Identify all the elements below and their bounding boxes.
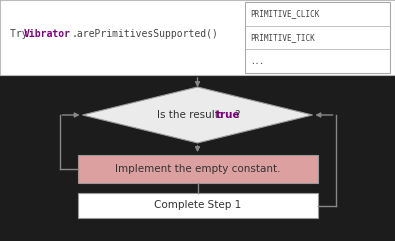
Text: true: true <box>216 110 241 120</box>
Text: PRIMITIVE_CLICK: PRIMITIVE_CLICK <box>250 9 320 18</box>
Text: Implement the empty constant.: Implement the empty constant. <box>115 164 280 174</box>
FancyBboxPatch shape <box>77 155 318 183</box>
Polygon shape <box>83 87 312 143</box>
Text: PRIMITIVE_TICK: PRIMITIVE_TICK <box>250 33 315 42</box>
FancyBboxPatch shape <box>245 2 390 73</box>
Text: ...: ... <box>250 57 264 66</box>
Text: Is the result: Is the result <box>157 110 222 120</box>
Text: .arePrimitivesSupported(): .arePrimitivesSupported() <box>72 29 219 39</box>
Text: ?: ? <box>234 110 239 120</box>
Text: Vibrator: Vibrator <box>24 29 71 39</box>
FancyBboxPatch shape <box>0 0 395 75</box>
Text: Complete Step 1: Complete Step 1 <box>154 201 241 210</box>
FancyBboxPatch shape <box>77 193 318 218</box>
Text: Try: Try <box>10 29 34 39</box>
